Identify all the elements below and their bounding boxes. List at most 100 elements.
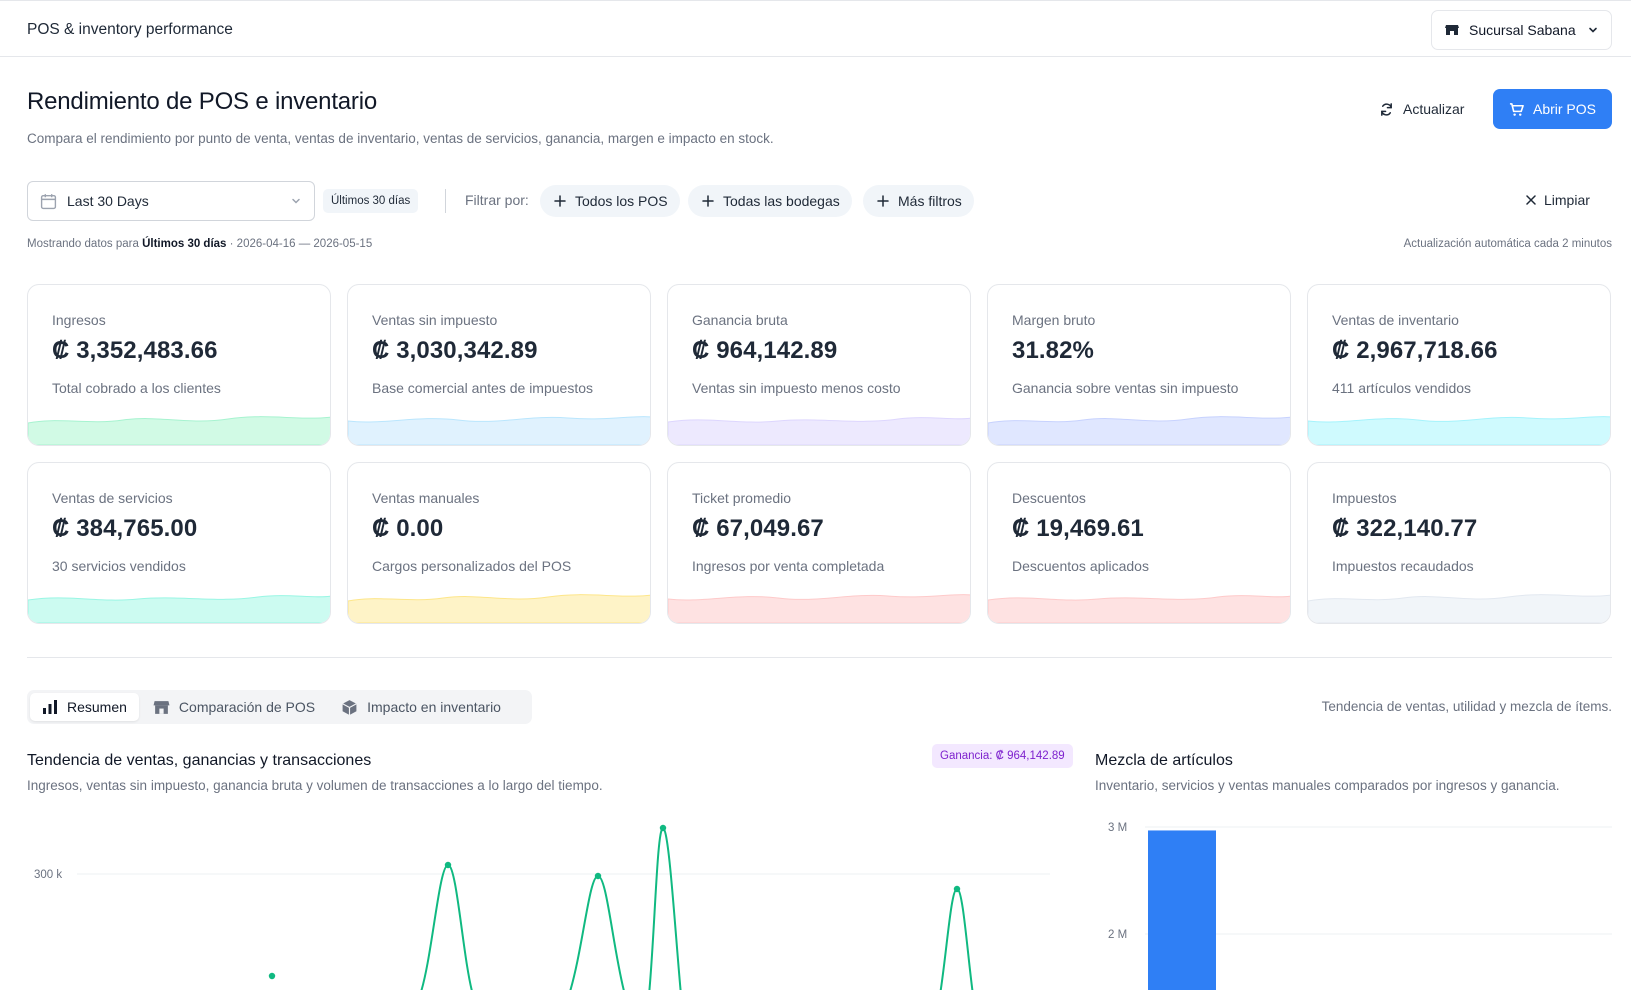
kpi-card: Ventas de inventario ₡ 2,967,718.66 411 ar… bbox=[1307, 284, 1611, 446]
kpi-sparkline bbox=[668, 594, 970, 623]
open-pos-button[interactable]: Abrir POS bbox=[1493, 89, 1612, 129]
kpi-label: Descuentos bbox=[1012, 490, 1086, 506]
showing-range: Últimos 30 días bbox=[142, 238, 227, 250]
kpi-card: Descuentos ₡ 19,469.61 Descuentos aplicado… bbox=[987, 462, 1291, 624]
kpi-card: Impuestos ₡ 322,140.77 Impuestos recaudado… bbox=[1307, 462, 1611, 624]
kpi-sparkline bbox=[988, 416, 1290, 445]
profit-badge: Ganancia: ₡ 964,142.89 bbox=[932, 744, 1073, 768]
filter-chip-label: Más filtros bbox=[898, 193, 962, 209]
auto-update-text: Actualización automática cada 2 minutos bbox=[1403, 238, 1612, 250]
kpi-sparkline bbox=[1308, 416, 1610, 445]
trend-point bbox=[953, 885, 961, 893]
refresh-label: Actualizar bbox=[1403, 101, 1465, 117]
filter-chip-more[interactable]: Más filtros bbox=[863, 185, 974, 217]
kpi-card: Ventas de servicios ₡ 384,765.00 30 servic… bbox=[27, 462, 331, 624]
showing-prefix: Mostrando datos para bbox=[27, 238, 139, 250]
chevron-down-icon bbox=[1587, 24, 1599, 36]
app-title: POS & inventory performance bbox=[27, 21, 233, 38]
kpi-sparkline bbox=[28, 416, 330, 445]
kpi-sparkline bbox=[348, 594, 650, 623]
bar-chart-icon bbox=[42, 699, 58, 715]
kpi-sparkline bbox=[28, 595, 330, 623]
kpi-note: Descuentos aplicados bbox=[1012, 558, 1149, 574]
filter-divider bbox=[445, 189, 446, 213]
filter-by-label: Filtrar por: bbox=[465, 192, 529, 208]
kpi-card: Ventas sin impuesto ₡ 3,030,342.89 Base co… bbox=[347, 284, 651, 446]
kpi-sparkline bbox=[988, 595, 1290, 623]
kpi-label: Ventas manuales bbox=[372, 490, 480, 506]
kpi-card: Ganancia bruta ₡ 964,142.89 Ventas sin imp… bbox=[667, 284, 971, 446]
kpi-card: Ticket promedio ₡ 67,049.67 Ingresos por v… bbox=[667, 462, 971, 624]
clear-label: Limpiar bbox=[1544, 192, 1590, 208]
filter-chip-pos[interactable]: Todos los POS bbox=[540, 185, 680, 217]
filter-chip-label: Todos los POS bbox=[575, 193, 668, 209]
store-icon bbox=[153, 699, 170, 716]
kpi-value: ₡ 2,967,718.66 bbox=[1332, 337, 1498, 364]
trend-point bbox=[444, 861, 452, 869]
showing-dates: · 2026-04-16 — 2026-05-15 bbox=[229, 238, 373, 250]
branch-selector[interactable]: Sucursal Sabana bbox=[1431, 10, 1612, 50]
kpi-note: Impuestos recaudados bbox=[1332, 558, 1474, 574]
y-tick-label: 2 M bbox=[1108, 929, 1127, 941]
mix-bar bbox=[1148, 830, 1216, 990]
date-range-select[interactable]: Last 30 Days bbox=[27, 181, 315, 221]
page-title: Rendimiento de POS e inventario bbox=[27, 88, 378, 115]
trend-chart: 300 k bbox=[34, 824, 1050, 990]
tab-label: Impacto en inventario bbox=[367, 699, 501, 715]
kpi-note: 30 servicios vendidos bbox=[52, 558, 186, 574]
trend-point bbox=[268, 972, 276, 980]
store-icon bbox=[1444, 22, 1460, 38]
plus-icon bbox=[554, 195, 566, 207]
branch-label: Sucursal Sabana bbox=[1469, 22, 1576, 38]
kpi-value: ₡ 0.00 bbox=[372, 515, 444, 542]
kpi-label: Ticket promedio bbox=[692, 490, 792, 506]
kpi-label: Ventas de inventario bbox=[1332, 312, 1459, 328]
kpi-value: ₡ 3,030,342.89 bbox=[372, 337, 538, 364]
refresh-button[interactable]: Actualizar bbox=[1370, 90, 1482, 128]
kpi-card: Ventas manuales ₡ 0.00 Cargos personalizad… bbox=[347, 462, 651, 624]
trend-line-segment bbox=[569, 874, 625, 990]
trend-line-segment bbox=[420, 863, 473, 990]
kpi-value: ₡ 384,765.00 bbox=[52, 515, 198, 542]
kpi-label: Ventas sin impuesto bbox=[372, 312, 498, 328]
trend-line-segment bbox=[648, 826, 682, 990]
cart-icon bbox=[1509, 102, 1524, 117]
plus-icon bbox=[702, 195, 714, 207]
kpi-card: Margen bruto 31.82% Ganancia sobre ventas … bbox=[987, 284, 1291, 446]
chevron-down-icon bbox=[290, 195, 302, 207]
kpi-value: ₡ 3,352,483.66 bbox=[52, 337, 218, 364]
clear-filters-button[interactable]: Limpiar bbox=[1526, 192, 1590, 208]
kpi-label: Ganancia bruta bbox=[692, 312, 788, 328]
top-bar: POS & inventory performance Sucursal Sab… bbox=[0, 0, 1631, 57]
kpi-value: ₡ 19,469.61 bbox=[1012, 515, 1144, 542]
kpi-note: Cargos personalizados del POS bbox=[372, 558, 572, 574]
box-icon bbox=[341, 699, 358, 716]
trend-title: Tendencia de ventas, ganancias y transac… bbox=[27, 752, 372, 769]
kpi-label: Margen bruto bbox=[1012, 312, 1096, 328]
kpi-value: ₡ 964,142.89 bbox=[692, 337, 838, 364]
kpi-note: Ganancia sobre ventas sin impuesto bbox=[1012, 380, 1239, 396]
kpi-label: Impuestos bbox=[1332, 490, 1397, 506]
tab-summary[interactable]: Resumen bbox=[30, 693, 139, 721]
tab-inventory-impact[interactable]: Impacto en inventario bbox=[329, 693, 513, 721]
date-range-value: Last 30 Days bbox=[67, 193, 149, 209]
plus-icon bbox=[877, 195, 889, 207]
filter-chip-label: Todas las bodegas bbox=[723, 193, 840, 209]
tab-label: Resumen bbox=[67, 699, 127, 715]
kpi-label: Ingresos bbox=[52, 312, 106, 328]
tab-label: Comparación de POS bbox=[178, 699, 316, 715]
filter-chip-warehouses[interactable]: Todas las bodegas bbox=[688, 185, 852, 217]
kpi-value: ₡ 322,140.77 bbox=[1332, 515, 1478, 542]
mix-title: Mezcla de artículos bbox=[1095, 752, 1233, 769]
kpi-card: Ingresos ₡ 3,352,483.66 Total cobrado a lo… bbox=[27, 284, 331, 446]
tabs-caption: Tendencia de ventas, utilidad y mezcla d… bbox=[1321, 699, 1612, 714]
y-tick-label: 3 M bbox=[1108, 822, 1127, 834]
kpi-note: 411 artículos vendidos bbox=[1332, 380, 1472, 396]
kpi-note: Ventas sin impuesto menos costo bbox=[692, 380, 901, 396]
tab-pos-comparison[interactable]: Comparación de POS bbox=[141, 693, 327, 721]
kpi-sparkline bbox=[668, 417, 970, 445]
refresh-icon bbox=[1379, 102, 1394, 117]
trend-line-segment bbox=[939, 887, 974, 990]
kpi-label: Ventas de servicios bbox=[52, 490, 173, 506]
kpi-sparkline bbox=[348, 416, 650, 445]
